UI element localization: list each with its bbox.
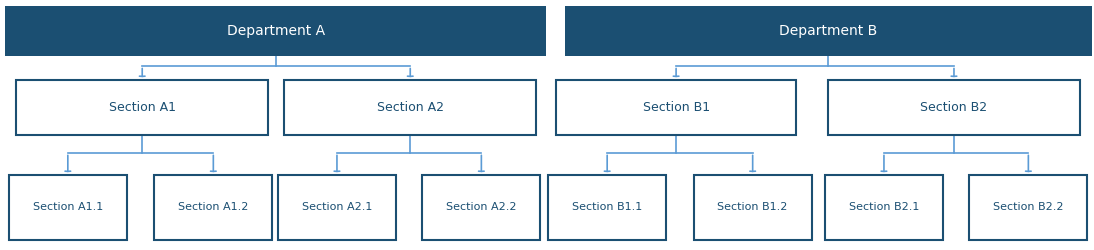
- Text: Section B2.1: Section B2.1: [849, 202, 919, 212]
- FancyBboxPatch shape: [548, 175, 666, 240]
- Text: Section A1.1: Section A1.1: [33, 202, 103, 212]
- Text: Section A2: Section A2: [376, 101, 444, 114]
- FancyBboxPatch shape: [825, 175, 943, 240]
- FancyBboxPatch shape: [694, 175, 812, 240]
- FancyBboxPatch shape: [565, 6, 1092, 56]
- FancyBboxPatch shape: [16, 80, 268, 135]
- FancyBboxPatch shape: [154, 175, 272, 240]
- Text: Section B2: Section B2: [920, 101, 988, 114]
- FancyBboxPatch shape: [422, 175, 540, 240]
- Text: Section B1.2: Section B1.2: [718, 202, 788, 212]
- Text: Department A: Department A: [226, 24, 325, 38]
- Text: Section A2.2: Section A2.2: [446, 202, 516, 212]
- FancyBboxPatch shape: [9, 175, 127, 240]
- Text: Section A2.1: Section A2.1: [302, 202, 372, 212]
- FancyBboxPatch shape: [278, 175, 396, 240]
- FancyBboxPatch shape: [284, 80, 536, 135]
- FancyBboxPatch shape: [969, 175, 1087, 240]
- Text: Section B1.1: Section B1.1: [572, 202, 642, 212]
- FancyBboxPatch shape: [556, 80, 796, 135]
- Text: Section A1: Section A1: [108, 101, 176, 114]
- Text: Section B1: Section B1: [642, 101, 710, 114]
- Text: Department B: Department B: [779, 24, 877, 38]
- FancyBboxPatch shape: [5, 6, 547, 56]
- Text: Section B2.2: Section B2.2: [993, 202, 1063, 212]
- Text: Section A1.2: Section A1.2: [178, 202, 248, 212]
- FancyBboxPatch shape: [828, 80, 1080, 135]
